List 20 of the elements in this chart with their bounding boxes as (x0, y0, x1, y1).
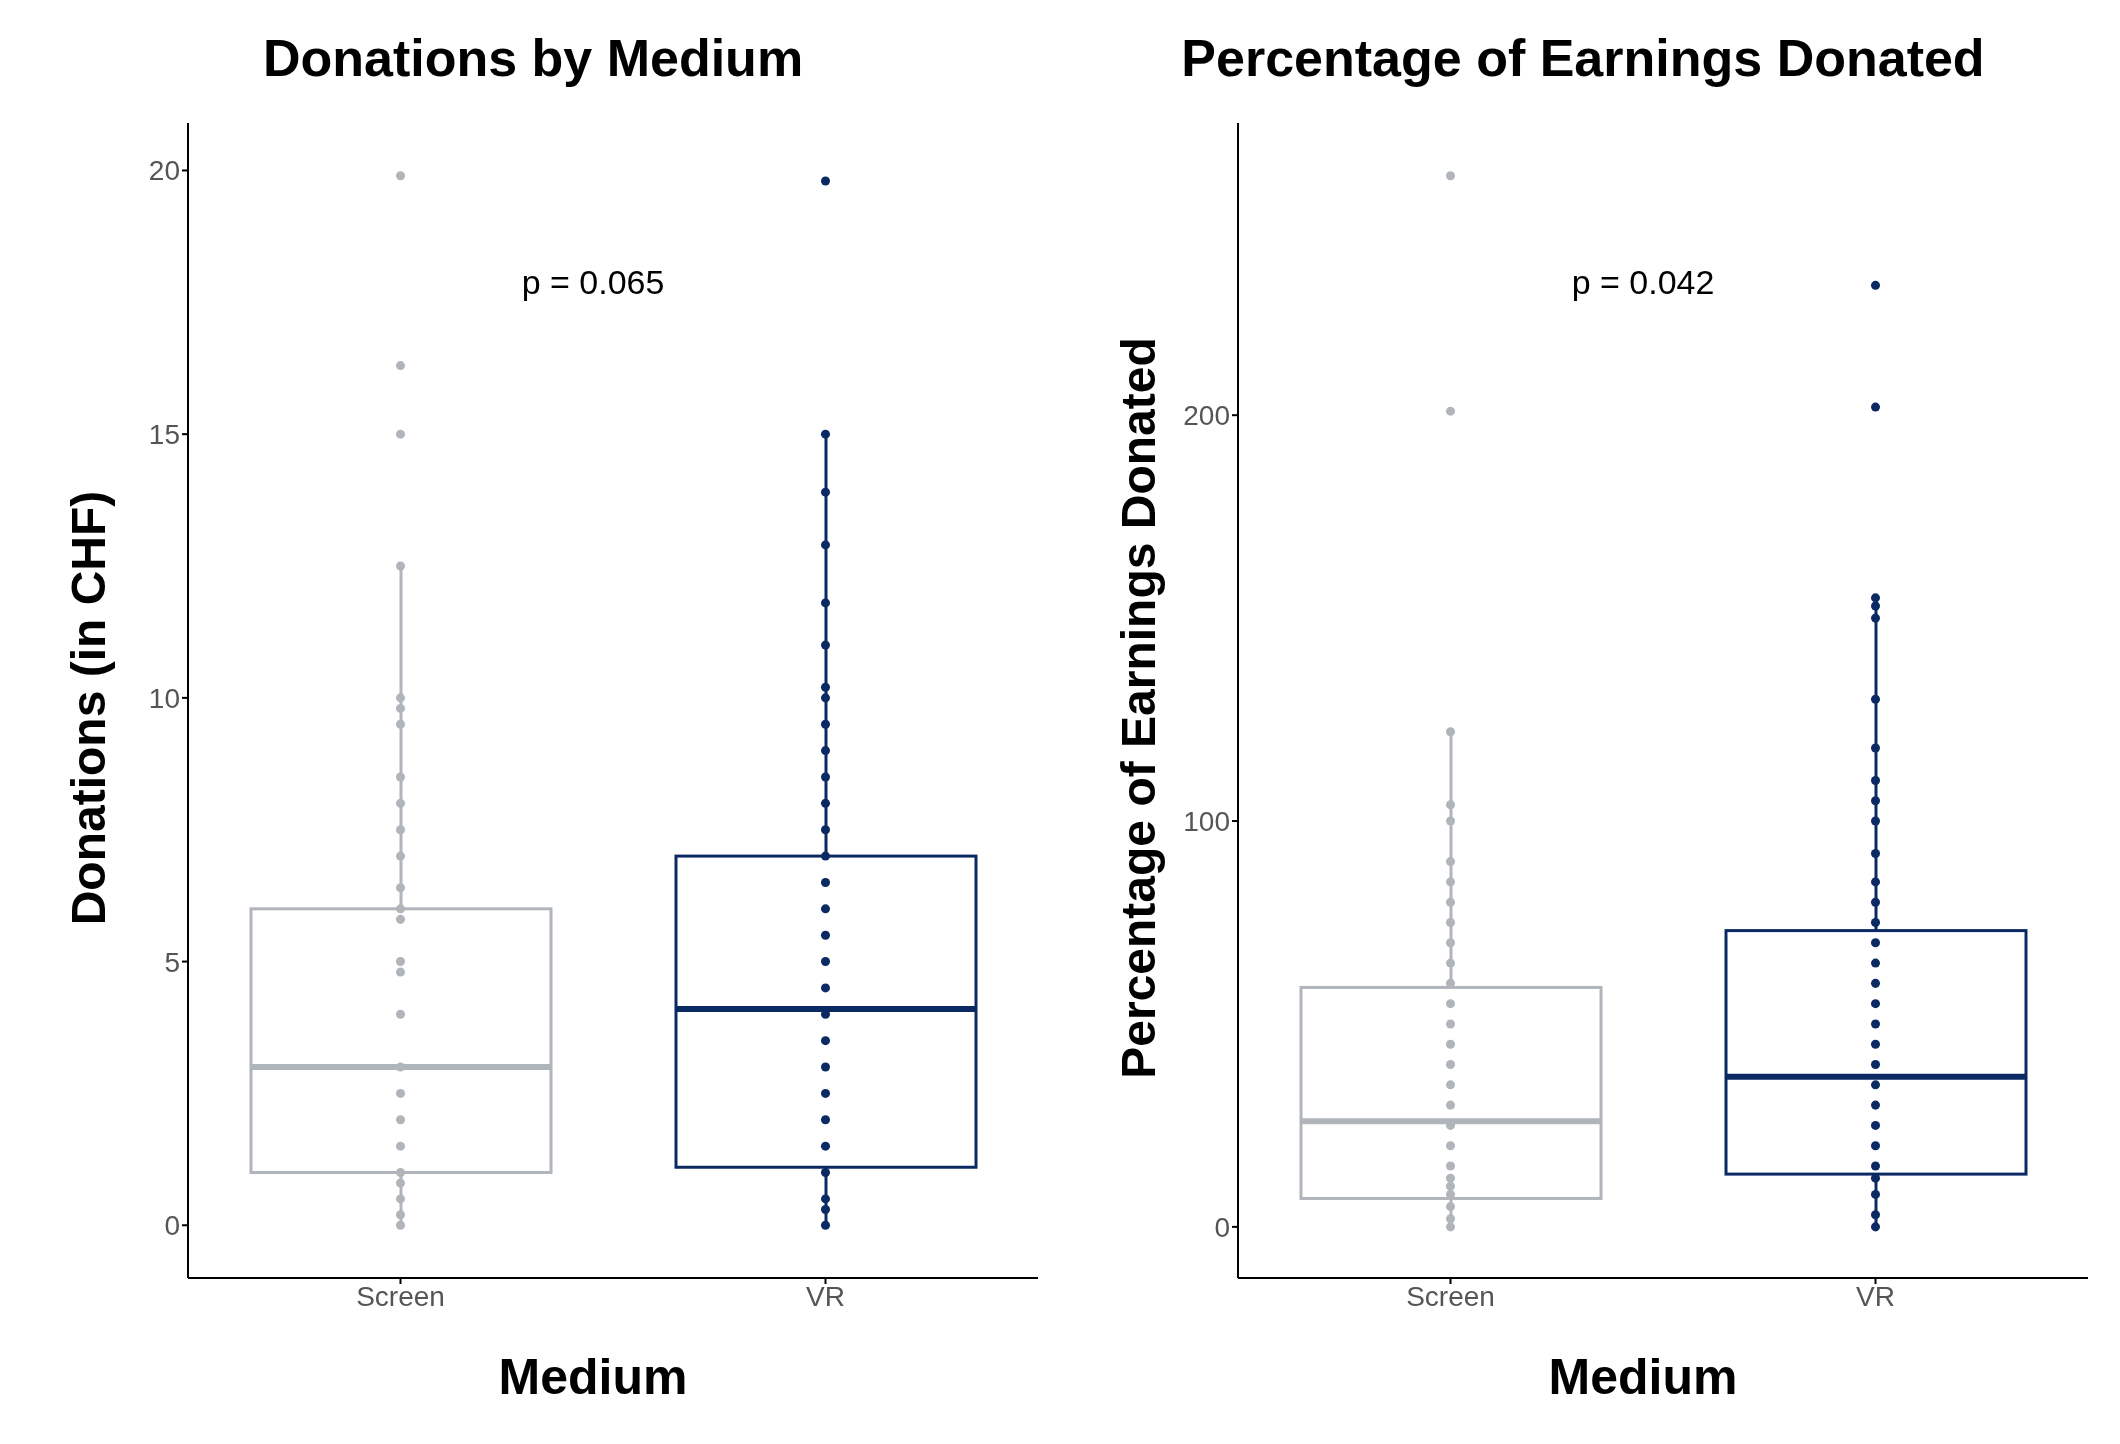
chart-title: Percentage of Earnings Donated (1180, 28, 1986, 88)
y-tick-label: 100 (1183, 805, 1230, 837)
x-tick-label: Screen (356, 1280, 445, 1312)
y-tick-label: 200 (1183, 400, 1230, 432)
x-tick-label: VR (1856, 1280, 1895, 1312)
x-axis-title: Medium (1547, 1348, 1739, 1406)
x-axis-title: Medium (497, 1348, 689, 1406)
x-tick-label: VR (806, 1280, 845, 1312)
y-tick-label: 15 (148, 419, 180, 451)
y-tick-label: 20 (148, 155, 180, 187)
y-tick-label: 0 (164, 1210, 180, 1242)
y-tick-label: 5 (164, 946, 180, 978)
x-tick-label: Screen (1406, 1280, 1495, 1312)
y-axis-title: Donations (in CHF) (60, 490, 116, 926)
chart-title: Donations by Medium (261, 28, 805, 88)
y-tick-label: 0 (1214, 1211, 1230, 1243)
y-axis-title: Percentage of Earnings Donated (1110, 337, 1166, 1079)
y-tick-label: 10 (148, 682, 180, 714)
annotation: p = 0.065 (520, 263, 666, 302)
annotation: p = 0.042 (1570, 263, 1716, 302)
